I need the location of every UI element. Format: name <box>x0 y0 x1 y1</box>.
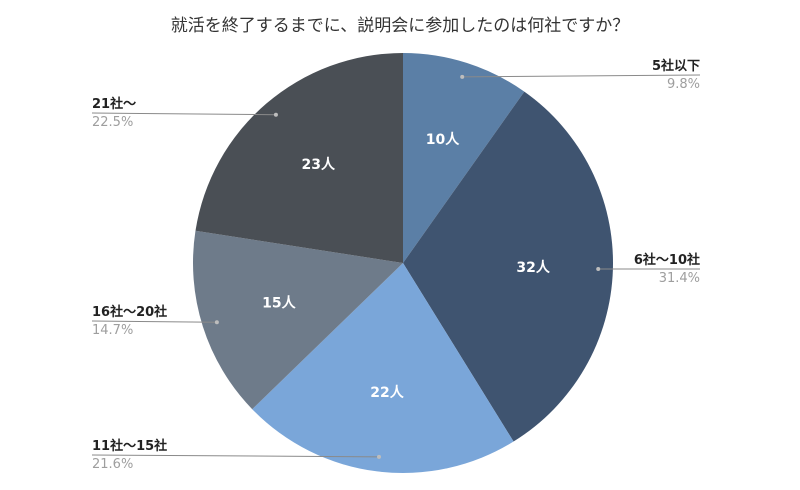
percent-label: 14.7% <box>92 323 133 338</box>
slice-value-labels: 10人 32人 22人 15人 23人 <box>262 131 551 401</box>
slice-value-label: 15人 <box>262 294 296 311</box>
slice-value-label: 23人 <box>302 156 336 173</box>
pie-slices <box>192 52 614 473</box>
slice-value-label: 10人 <box>426 131 460 148</box>
category-label: 11社〜15社 <box>92 438 167 454</box>
slice-value-label: 22人 <box>370 384 404 401</box>
percent-label: 21.6% <box>92 457 133 472</box>
percent-label: 22.5% <box>92 115 133 130</box>
leader-dot <box>460 74 465 79</box>
leader-line <box>91 454 380 458</box>
leader-dot <box>376 454 381 459</box>
slice-4 <box>192 230 403 410</box>
category-label: 6社〜10社 <box>634 252 700 268</box>
leader-line <box>91 320 217 323</box>
slice-value-label: 32人 <box>516 259 550 276</box>
category-labels: 5社以下 9.8% 6社〜10社 31.4% 11社〜15社 21.6% 16社〜20社 14… <box>92 58 700 472</box>
leader-lines <box>91 74 701 459</box>
percent-label: 31.4% <box>659 271 700 286</box>
leader-dot <box>596 267 601 272</box>
slice-2 <box>403 91 614 442</box>
category-label: 16社〜20社 <box>92 304 167 320</box>
leader-dot <box>273 112 278 117</box>
slice-1 <box>403 53 525 263</box>
percent-label: 9.8% <box>667 77 700 92</box>
category-label: 21社〜 <box>92 96 136 112</box>
slice-3 <box>252 263 514 473</box>
leader-line <box>462 74 701 78</box>
chart-title: 就活を終了するまでに、説明会に参加したのは何社ですか？ <box>171 16 630 36</box>
leader-dot <box>214 320 219 325</box>
slice-5 <box>195 52 403 264</box>
category-label: 5社以下 <box>652 58 700 74</box>
leader-line <box>91 112 276 116</box>
